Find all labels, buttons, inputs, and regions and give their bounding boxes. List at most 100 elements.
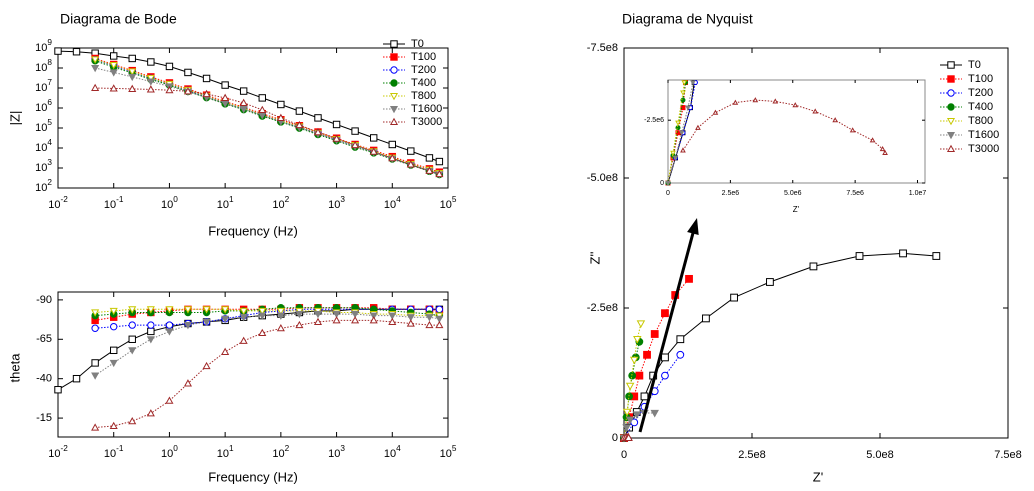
- tick-base: 1.0e7: [909, 190, 927, 197]
- marker: [239, 307, 248, 316]
- marker: [91, 83, 100, 92]
- tick-base: 10: [328, 448, 340, 460]
- marker: [128, 321, 136, 329]
- marker: [678, 130, 685, 136]
- tick-base: 7.5e8: [994, 449, 1022, 461]
- legend-label: T200: [968, 87, 993, 99]
- marker: [388, 317, 397, 326]
- marker: [390, 79, 398, 87]
- tick-exponent: 4: [396, 195, 401, 204]
- marker: [849, 127, 856, 133]
- marker: [54, 47, 62, 55]
- marker: [388, 153, 397, 162]
- tick-base: 10: [217, 448, 229, 460]
- marker: [183, 322, 192, 330]
- marker: [625, 416, 635, 425]
- marker: [91, 309, 100, 317]
- marker: [313, 317, 323, 326]
- marker: [147, 327, 155, 336]
- marker: [879, 146, 886, 152]
- marker: [221, 81, 229, 89]
- tick-exponent: 4: [396, 444, 401, 453]
- marker: [239, 106, 248, 114]
- marker: [869, 137, 876, 143]
- x-tick-label: 10-1: [104, 444, 124, 460]
- marker: [369, 147, 378, 155]
- marker: [221, 306, 230, 314]
- marker: [665, 180, 671, 187]
- marker: [276, 307, 285, 316]
- tick-base: 10: [440, 448, 452, 460]
- marker: [221, 347, 230, 355]
- tick-exponent: 5: [452, 195, 457, 204]
- marker: [899, 249, 907, 258]
- marker: [128, 335, 136, 343]
- marker: [165, 328, 174, 336]
- x-tick-label: 7.5e6: [846, 190, 864, 197]
- marker: [435, 305, 444, 314]
- tick-exponent: 2: [47, 178, 52, 187]
- marker: [390, 66, 398, 74]
- marker: [681, 80, 688, 86]
- marker: [146, 306, 155, 314]
- marker: [712, 109, 719, 115]
- marker: [640, 392, 649, 401]
- marker: [239, 98, 248, 106]
- chart-title: Diagrama de Bode: [60, 11, 177, 27]
- tick-base: 2.5e8: [738, 449, 766, 461]
- marker: [313, 311, 323, 319]
- tick-exponent: -1: [116, 444, 124, 453]
- series-line: [57, 50, 440, 163]
- x-tick-label: 0: [666, 190, 670, 197]
- marker: [369, 312, 378, 320]
- marker: [832, 117, 839, 123]
- tick-base: 10: [217, 199, 229, 211]
- tick-exponent: 3: [47, 158, 52, 167]
- y-tick-label: 105: [35, 118, 52, 134]
- marker: [766, 278, 774, 286]
- y-tick-label: 109: [35, 38, 52, 54]
- x-tick-label: 5.0e6: [784, 190, 802, 197]
- marker: [680, 90, 686, 96]
- tick-base: 10: [35, 182, 47, 194]
- marker: [632, 411, 642, 420]
- tick-exponent: 7: [47, 78, 52, 87]
- marker: [855, 252, 864, 260]
- y-tick-label: -90: [36, 294, 52, 306]
- tick-base: 10: [35, 102, 47, 114]
- marker: [221, 315, 230, 324]
- marker: [406, 319, 415, 327]
- marker: [276, 312, 285, 320]
- x-tick-label: 101: [217, 195, 234, 211]
- marker: [369, 316, 378, 324]
- marker: [690, 80, 696, 86]
- marker: [184, 68, 192, 77]
- x-tick-label: 10-2: [48, 444, 68, 460]
- x-tick-label: 10-1: [104, 195, 124, 211]
- marker: [670, 150, 676, 156]
- marker: [147, 58, 155, 66]
- marker: [388, 312, 397, 320]
- y-tick-label: -5.0e8: [587, 172, 618, 184]
- tick-exponent: 1: [229, 444, 234, 453]
- y-tick-label: -7.5e8: [587, 42, 618, 54]
- marker: [351, 311, 360, 319]
- tick-base: 5.0e6: [784, 190, 802, 197]
- legend-label: T0: [411, 38, 424, 50]
- marker: [947, 103, 955, 111]
- marker: [675, 130, 681, 136]
- tick-base: 10: [48, 199, 60, 211]
- marker: [633, 335, 642, 344]
- legend-label: T400: [968, 101, 993, 113]
- marker: [629, 356, 639, 365]
- tick-base: 10: [384, 199, 396, 211]
- marker: [165, 321, 174, 329]
- marker: [676, 350, 685, 359]
- marker: [91, 56, 100, 64]
- marker: [332, 311, 341, 319]
- marker: [146, 336, 155, 344]
- tick-base: 10: [440, 199, 452, 211]
